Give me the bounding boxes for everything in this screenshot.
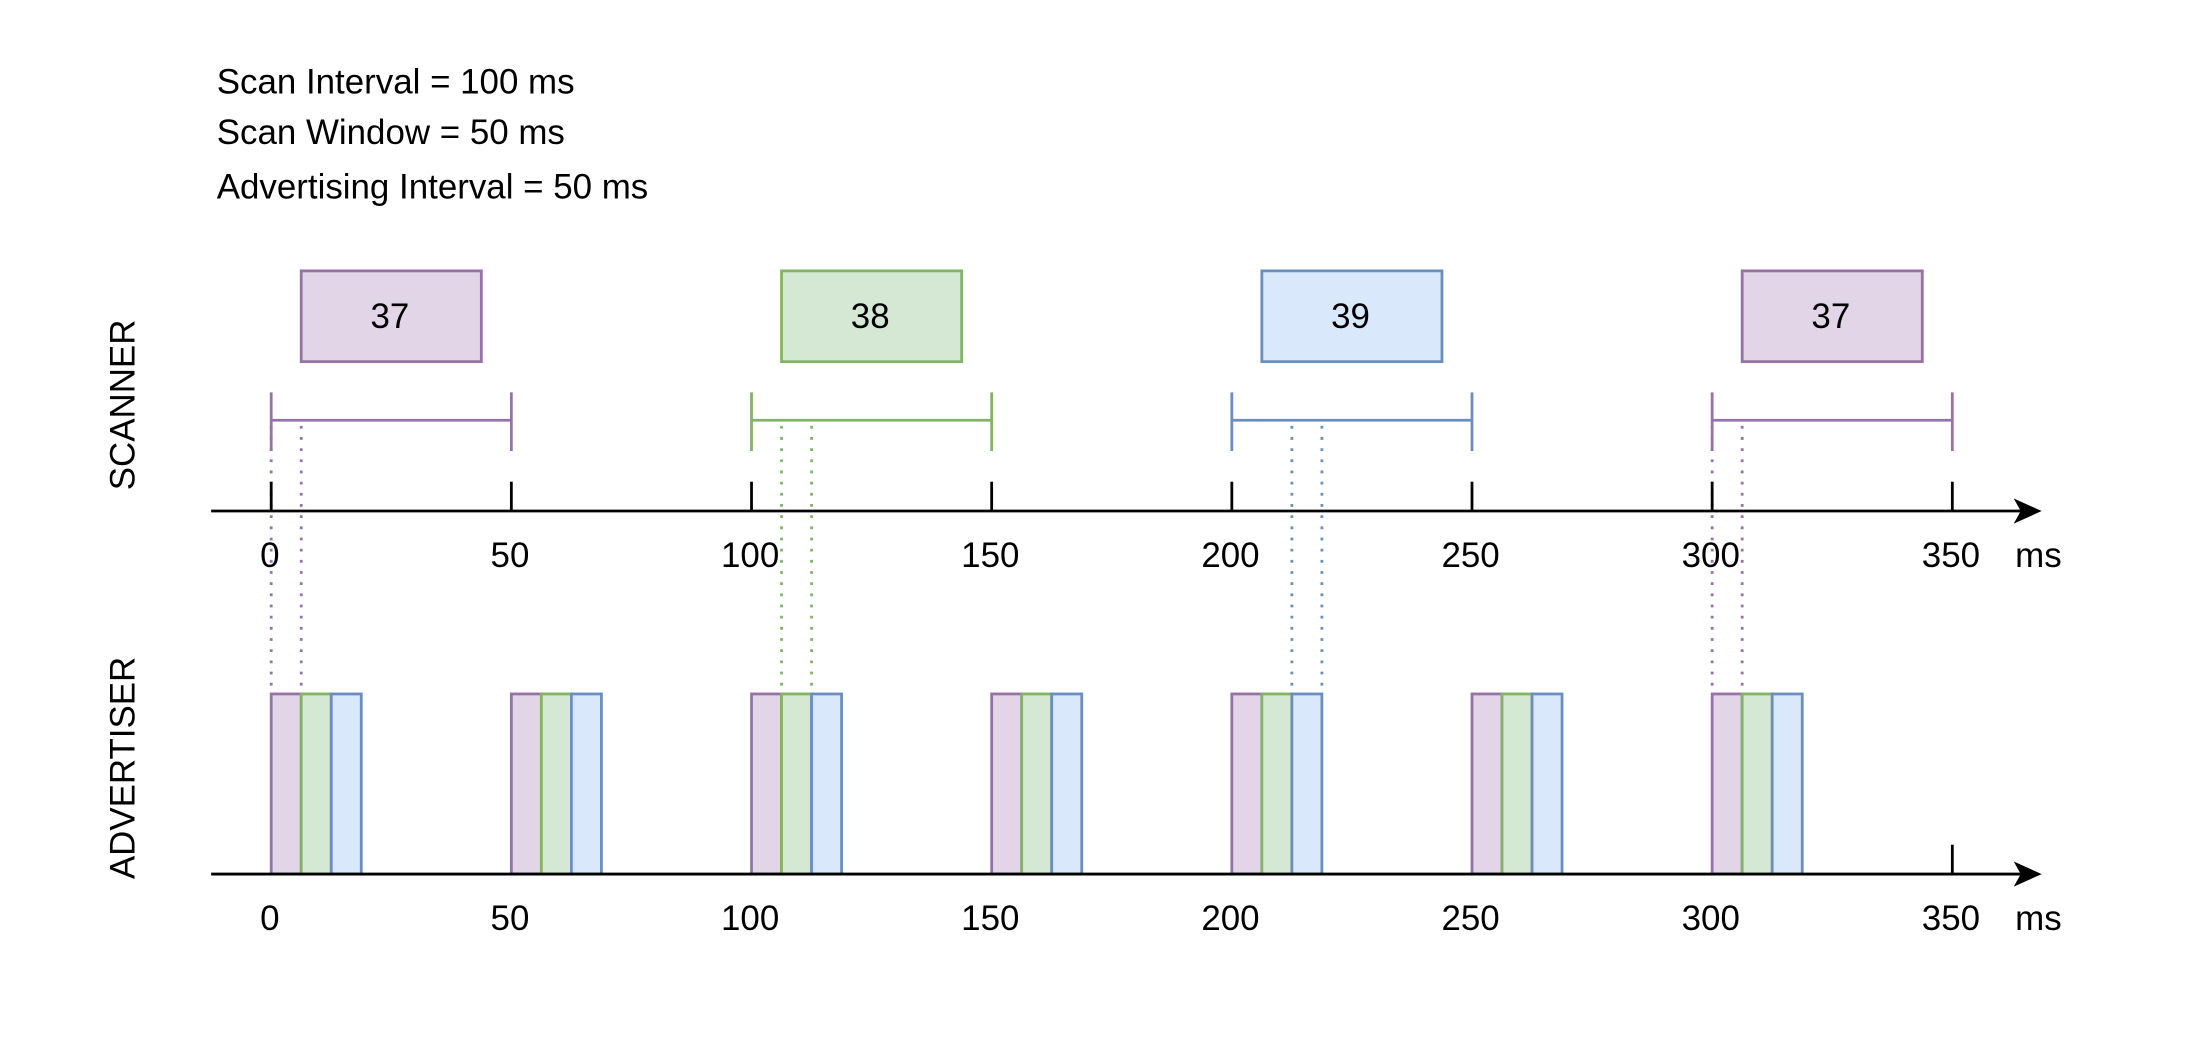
advertising-packet-purple [1470,692,1504,876]
advertising-packet-purple [990,692,1024,876]
scan-interval-label: Scan Interval = 100 ms [217,63,575,102]
advertiser-tick-label: 100 [721,899,779,938]
channel-label: 39 [1331,297,1370,336]
advertiser-lane-label: ADVERTISER [103,657,142,879]
advertiser-axis-arrow [2013,861,2042,887]
advertising-packet-green [299,692,333,876]
advertising-packet-purple [1230,692,1264,876]
advertiser-tick-label: 300 [1682,899,1740,938]
parameters: Scan Interval = 100 ms Scan Window = 50 … [217,63,648,207]
advertising-packet-blue [810,692,843,876]
scanner-tick-label: 250 [1441,536,1499,575]
scanner-tick-label: 350 [1922,536,1980,575]
channel-box [780,269,964,364]
advertising-packet-purple [269,692,303,876]
advertiser-tick-label: 200 [1201,899,1259,938]
channel-box [1260,269,1444,364]
scanner-tick-label: 0 [260,536,279,575]
advertising-packet-blue [1290,692,1324,876]
advertising-packet-blue [1770,692,1804,876]
scanner-tick-label: 200 [1201,536,1259,575]
advertising-packet-green [539,692,573,876]
scanner-tick-label: 100 [721,536,779,575]
advertising-packet-purple [1710,692,1744,876]
scanner-axis-unit: ms [2015,536,2062,575]
scanner-tick-label: 150 [961,536,1019,575]
scanner-lane-label: SCANNER [103,320,142,491]
advertiser-tick-label: 350 [1922,899,1980,938]
channel-label: 37 [1811,297,1850,336]
advertiser-tick-label: 0 [260,899,279,938]
advertising-packet-blue [1530,692,1564,876]
channel-label: 37 [370,297,409,336]
channel-label: 38 [851,297,890,336]
advertising-packet-green [1740,692,1774,876]
channel-box [1740,269,1924,364]
scanner-axis-arrow [2013,498,2042,524]
advertiser-tick-label: 150 [961,899,1019,938]
scan-window-label: Scan Window = 50 ms [217,113,565,152]
channel-box [299,269,483,364]
advertising-packet-purple [509,692,543,876]
scanner-tick-label: 50 [491,536,530,575]
advertising-packet-purple [750,692,783,876]
advertising-packet-blue [1050,692,1084,876]
advertising-packet-blue [329,692,363,876]
advertising-packet-green [780,692,813,876]
advertising-interval-label: Advertising Interval = 50 ms [217,167,648,206]
advertiser-tick-label: 250 [1441,899,1499,938]
scanner-tick-label: 300 [1682,536,1740,575]
advertiser-axis-unit: ms [2015,899,2062,938]
advertising-packet-blue [570,692,603,876]
advertising-packet-green [1020,692,1054,876]
advertising-packet-green [1500,692,1534,876]
advertising-packet-green [1260,692,1294,876]
advertiser-tick-label: 50 [491,899,530,938]
